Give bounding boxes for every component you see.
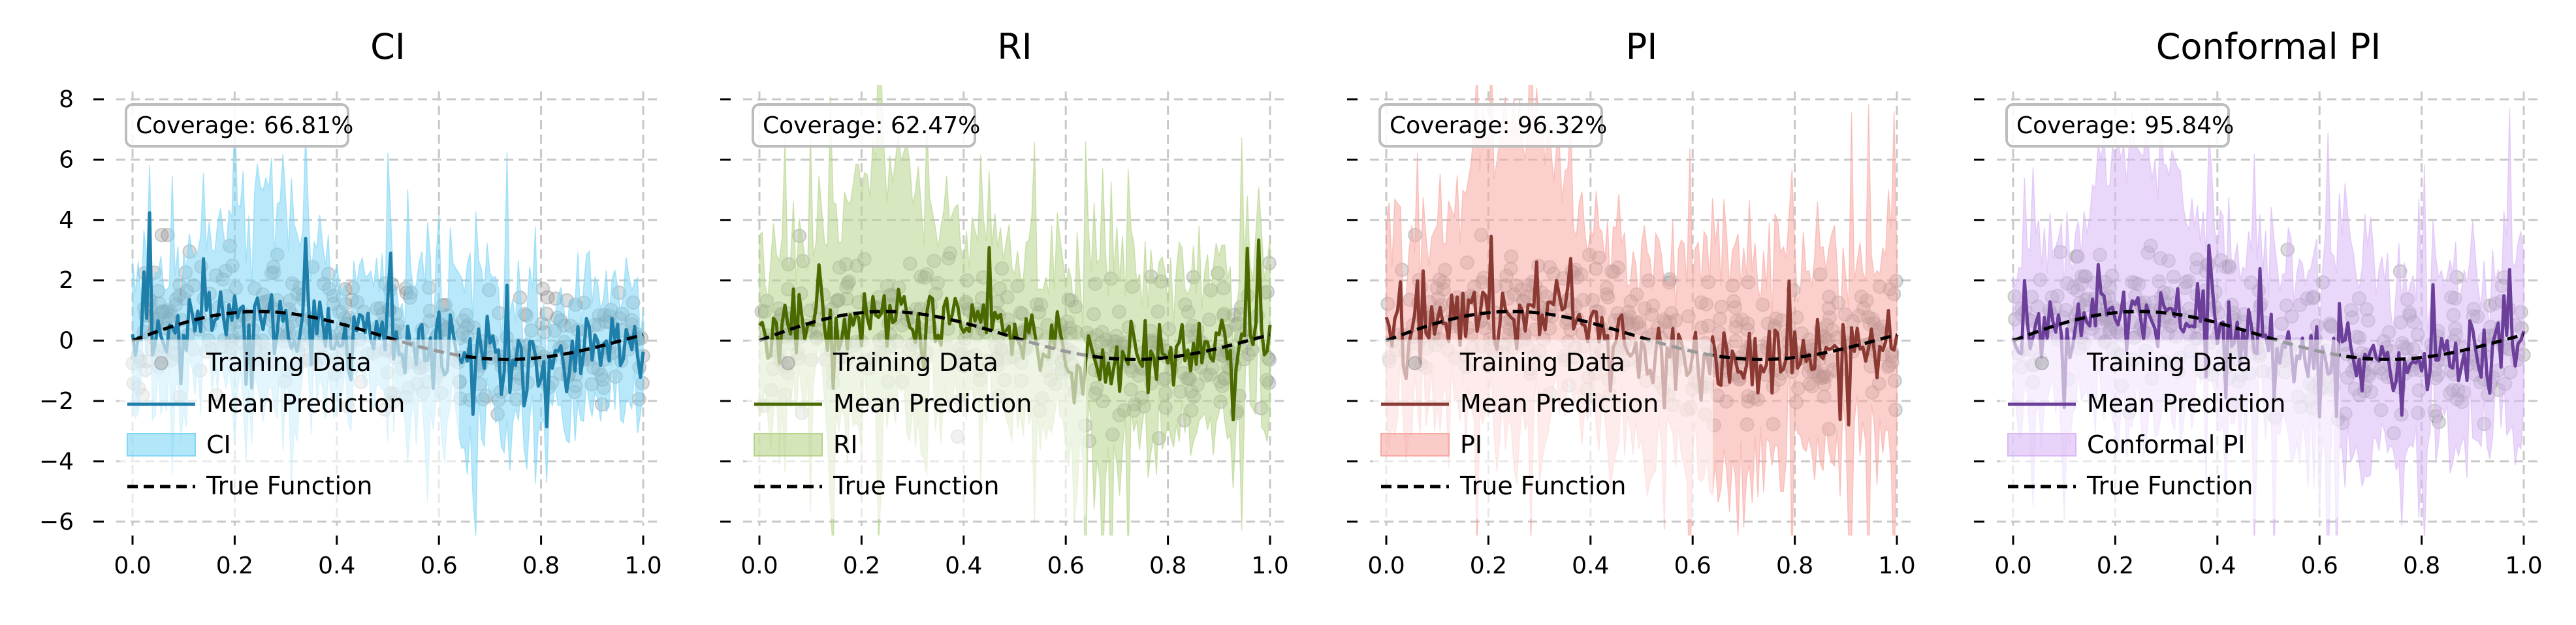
x-tick-label: 0.2 — [843, 553, 880, 579]
y-tick-label: 6 — [59, 146, 74, 173]
panel-title: Conformal PI — [2156, 26, 2381, 67]
y-tick-label: 0 — [59, 328, 74, 355]
training-point — [540, 290, 555, 305]
x-tick-label: 0.0 — [1994, 553, 2031, 579]
coverage-text: Coverage: 96.32% — [1390, 112, 1607, 139]
x-tick-label: 0.0 — [114, 553, 151, 579]
x-tick-label: 0.4 — [945, 553, 982, 579]
coverage-text: Coverage: 62.47% — [763, 112, 980, 139]
panel-title: PI — [1626, 26, 1658, 67]
x-tick-label: 0.4 — [1572, 553, 1609, 579]
legend-marker-band — [2007, 433, 2076, 457]
legend-label: Training Data — [833, 348, 998, 377]
y-tick-label: −4 — [39, 448, 74, 475]
panel-0: 0.0 0.2 0.4 0.6 0.8 1.0 8 6 4 2 0 −2 −4 −6 CI Coverage:… — [39, 26, 662, 579]
x-tick-label: 0.0 — [740, 553, 778, 579]
coverage-box: Coverage: 95.84% — [2005, 103, 2234, 148]
panel-1: 0.0 0.2 0.4 0.6 0.8 1.0 RI Coverage: 62.47% Trai… — [720, 26, 1289, 579]
legend-marker-scatter — [1408, 356, 1422, 370]
mean-prediction-line — [758, 238, 1272, 422]
x-tick-label: 1.0 — [1878, 553, 1915, 579]
legend-label: True Function — [206, 472, 372, 500]
coverage-box: Coverage: 62.47% — [752, 103, 980, 148]
y-tick-label: 8 — [59, 86, 74, 113]
legend-label: True Function — [1459, 472, 1626, 500]
legend-label: RI — [833, 430, 858, 459]
legend-label: Training Data — [206, 348, 372, 377]
panel-title: RI — [997, 26, 1032, 67]
x-tick-label: 0.8 — [2403, 553, 2440, 579]
legend-marker-band — [1380, 433, 1450, 457]
y-tick-label: 4 — [59, 207, 74, 234]
true-function-line — [132, 310, 644, 361]
panel-3: 0.0 0.2 0.4 0.6 0.8 1.0 Conformal PI Coverage: … — [1974, 26, 2543, 579]
x-tick-label: 0.2 — [1470, 553, 1507, 579]
x-tick-label: 0.8 — [1149, 553, 1186, 579]
coverage-text: Coverage: 66.81% — [136, 112, 353, 139]
y-tick-label: −2 — [39, 388, 74, 415]
coverage-box: Coverage: 96.32% — [1378, 103, 1607, 148]
panel-2: 0.0 0.2 0.4 0.6 0.8 1.0 PI Coverage: 96.32% Trai… — [1347, 26, 1916, 579]
legend-marker-scatter — [2035, 356, 2049, 370]
y-tick-label: 2 — [59, 267, 74, 294]
legend-marker-band — [754, 433, 823, 457]
legend-label: Conformal PI — [2087, 430, 2246, 459]
true-function-line — [759, 310, 1271, 361]
legend-marker-band — [127, 433, 196, 457]
x-tick-label: 0.6 — [1674, 553, 1711, 579]
x-tick-label: 1.0 — [2505, 553, 2542, 579]
training-point — [154, 227, 169, 242]
true-function-line — [2012, 310, 2524, 361]
panel-title: CI — [370, 26, 405, 67]
legend-label: True Function — [833, 472, 999, 500]
x-tick-label: 0.2 — [216, 553, 253, 579]
x-tick-label: 0.8 — [1776, 553, 1813, 579]
coverage-box: Coverage: 66.81% — [125, 103, 353, 148]
legend-label: Mean Prediction — [206, 389, 405, 418]
legend-label: True Function — [2086, 472, 2253, 500]
x-tick-label: 1.0 — [624, 553, 661, 579]
legend-label: Mean Prediction — [1460, 389, 1659, 418]
x-tick-label: 0.6 — [2301, 553, 2338, 579]
legend-label: CI — [206, 430, 231, 459]
x-tick-label: 0.4 — [318, 553, 355, 579]
x-tick-label: 0.4 — [2199, 553, 2236, 579]
mean-prediction-line — [131, 211, 645, 428]
legend-label: Training Data — [2086, 348, 2252, 377]
x-tick-label: 0.6 — [1047, 553, 1085, 579]
legend-marker-scatter — [781, 356, 795, 370]
legend: Training Data Mean Prediction RI True Funct… — [746, 340, 1086, 519]
legend-label: Mean Prediction — [2087, 389, 2285, 418]
x-tick-label: 0.0 — [1367, 553, 1405, 579]
legend: Training Data Mean Prediction CI True Funct… — [119, 340, 459, 519]
x-tick-label: 0.8 — [522, 553, 560, 579]
coverage-text: Coverage: 95.84% — [2016, 112, 2234, 139]
legend-label: Training Data — [1459, 348, 1625, 377]
legend-label: Mean Prediction — [833, 389, 1032, 418]
x-tick-label: 0.6 — [421, 553, 458, 579]
true-function-line — [1386, 310, 1898, 361]
legend-marker-scatter — [154, 356, 168, 370]
legend-label: PI — [1460, 430, 1482, 459]
x-tick-label: 0.2 — [2097, 553, 2134, 579]
legend: Training Data Mean Prediction PI True Funct… — [1373, 340, 1713, 519]
x-tick-label: 1.0 — [1251, 553, 1288, 579]
y-tick-label: −6 — [39, 509, 74, 536]
legend: Training Data Mean Prediction Conformal PI… — [2000, 340, 2340, 519]
